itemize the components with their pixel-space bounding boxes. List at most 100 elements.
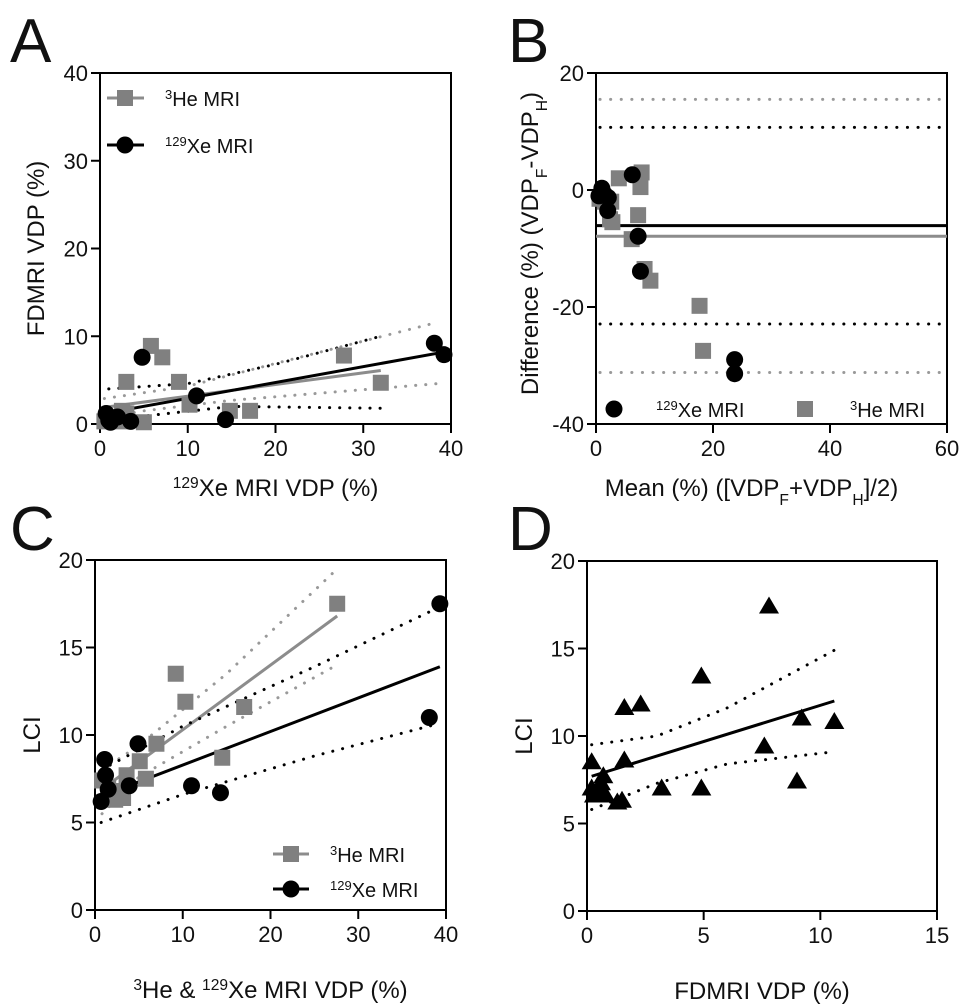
x-tick-label: 0 — [89, 922, 101, 947]
subscript: H — [534, 100, 551, 111]
x-tick-label: 20 — [701, 436, 725, 461]
y-axis-title: FDMRI VDP (%) — [23, 161, 50, 337]
legend-marker — [283, 846, 299, 862]
text-run: LCI — [511, 717, 538, 754]
panel-d: D 0 5 10 15 0 5 10 15 20 FDMRI VDP (%) LCI — [508, 495, 949, 1004]
data-point — [787, 771, 807, 789]
data-point — [177, 693, 194, 710]
x-axis-title: Mean (%) ([VDPF+VDPH]/2) — [605, 475, 899, 509]
y-tick-label: 10 — [64, 324, 88, 349]
text-run: VDP — [730, 475, 779, 502]
data-point — [614, 750, 635, 768]
data-point — [651, 778, 672, 796]
superscript: 3 — [165, 87, 172, 102]
legend-marker — [116, 136, 134, 154]
data-point — [99, 780, 117, 798]
data-point — [154, 349, 171, 366]
data-point — [216, 411, 234, 429]
text-run: He MRI — [337, 845, 405, 867]
text-run: - — [517, 161, 544, 169]
data-point — [593, 766, 614, 784]
data-point — [214, 749, 231, 766]
y-tick-label: 30 — [64, 149, 88, 174]
data-point — [612, 790, 632, 808]
data-point — [135, 414, 152, 431]
plot-frame — [99, 72, 452, 425]
x-tick-label: 15 — [925, 923, 949, 948]
y-tick-label: 10 — [551, 724, 575, 749]
text-run: Xe MRI VDP (%) — [228, 977, 408, 1004]
superscript: 129 — [656, 398, 678, 413]
regression-line — [591, 699, 835, 778]
data-point — [137, 770, 154, 787]
regression-line — [100, 665, 441, 798]
legend-label: 129Xe MRI — [656, 398, 744, 423]
x-tick-label: 10 — [171, 922, 195, 947]
data-point — [691, 778, 712, 796]
text-run: He & — [142, 977, 202, 1004]
superscript: 129 — [165, 134, 187, 149]
data-point — [614, 698, 635, 715]
subscript: F — [779, 492, 789, 509]
data-point — [691, 297, 708, 314]
data-point — [726, 351, 744, 369]
y-tick-label: -40 — [552, 412, 584, 437]
x-tick-label: 30 — [346, 922, 370, 947]
ci-upper-line — [99, 607, 437, 772]
subscript: F — [534, 169, 551, 179]
data-point — [148, 735, 165, 752]
superscript: 129 — [330, 878, 352, 893]
superscript: 3 — [850, 398, 857, 413]
data-point — [329, 595, 346, 612]
data-point — [791, 708, 812, 726]
panel-letter: C — [10, 495, 55, 564]
superscript: 3 — [330, 843, 337, 858]
data-point — [623, 166, 641, 184]
data-point — [630, 694, 651, 712]
data-point — [632, 179, 649, 196]
data-point — [236, 699, 253, 715]
x-axis-title: 3He & 129Xe MRI VDP (%) — [133, 977, 407, 1004]
x-tick-label: 0 — [94, 436, 106, 461]
text-run: He MRI — [172, 89, 240, 111]
text-run: He MRI — [857, 400, 925, 422]
superscript: 3 — [133, 977, 142, 994]
data-point — [425, 334, 443, 352]
x-tick-label: 30 — [351, 436, 375, 461]
y-tick-label: 20 — [551, 549, 575, 574]
subscript: H — [852, 492, 863, 509]
y-tick-label: 20 — [64, 237, 88, 262]
text-run: Xe MRI — [187, 136, 254, 158]
y-tick-label: 10 — [59, 723, 83, 748]
legend-marker — [117, 90, 133, 106]
y-tick-label: 15 — [551, 637, 575, 662]
data-point — [96, 751, 114, 768]
data-point — [435, 346, 453, 364]
ci-upper-line — [590, 648, 836, 747]
text-run: Xe MRI — [352, 880, 419, 902]
x-tick-label: 20 — [263, 436, 287, 461]
legend-marker — [282, 880, 300, 898]
text-run: ) — [517, 92, 544, 100]
data-point — [131, 753, 148, 770]
data-point — [754, 736, 775, 754]
y-tick-label: 5 — [71, 811, 83, 836]
superscript: 129 — [173, 475, 199, 492]
data-point — [133, 348, 151, 366]
data-point — [431, 595, 449, 613]
data-point — [167, 665, 184, 682]
y-tick-label: 0 — [563, 899, 575, 924]
data-point — [211, 784, 229, 802]
data-point — [759, 596, 779, 614]
ci-upper-line — [107, 334, 383, 391]
x-tick-label: 40 — [434, 922, 458, 947]
data-point — [120, 777, 138, 795]
text-run: FDMRI VDP (%) — [674, 978, 850, 1004]
data-point — [129, 735, 147, 753]
y-tick-label: 40 — [64, 61, 88, 86]
x-tick-label: 0 — [590, 436, 602, 461]
legend-label: 129Xe MRI — [330, 878, 418, 903]
y-axis-title: LCI — [19, 716, 46, 753]
